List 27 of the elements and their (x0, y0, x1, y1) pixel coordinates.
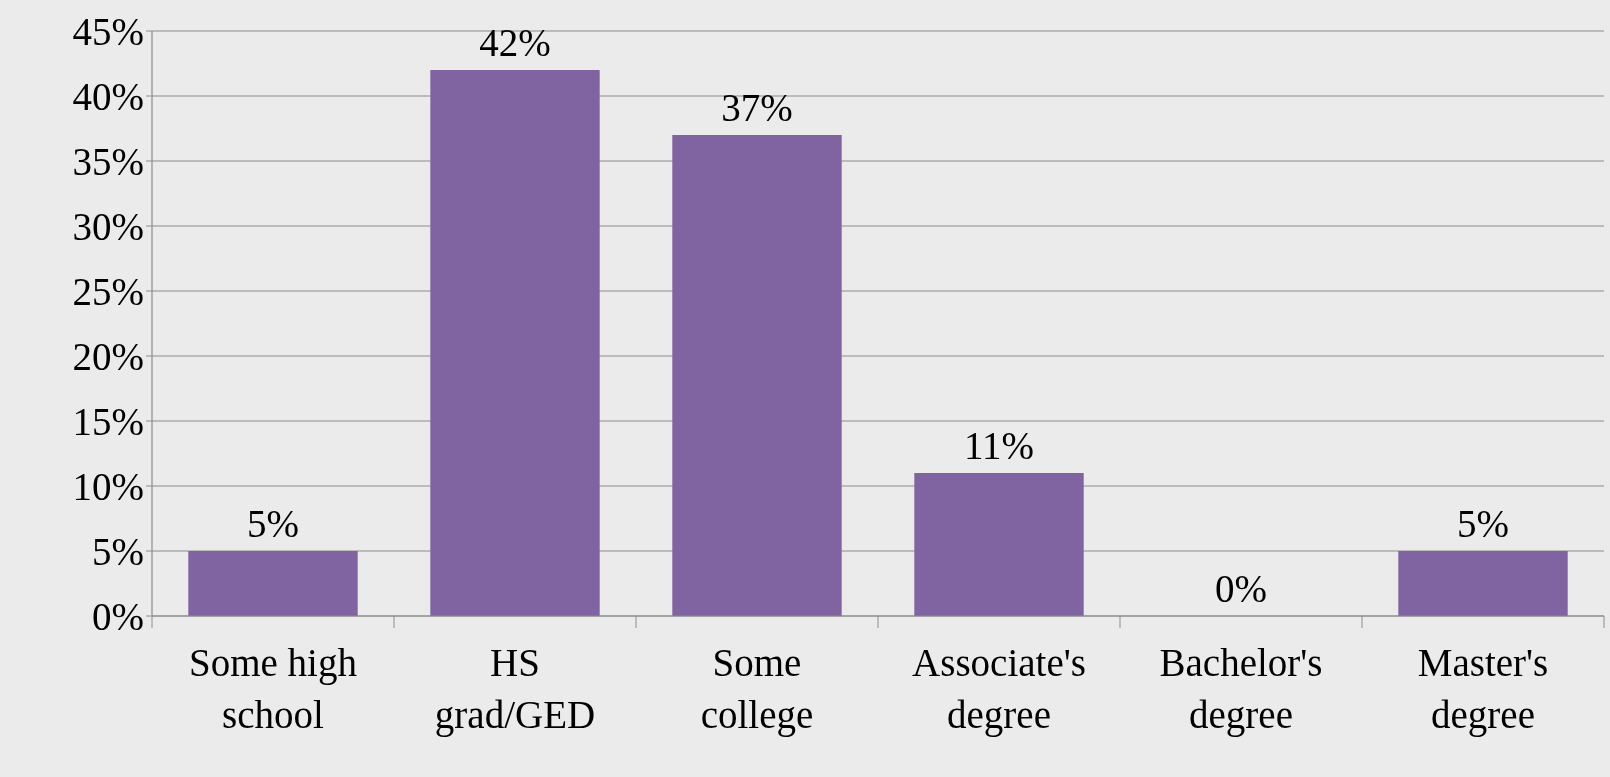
y-tick-label: 30% (72, 204, 144, 248)
x-tick-label: Master's degree (1417, 641, 1549, 737)
bar (914, 473, 1084, 616)
y-tick-label: 5% (92, 529, 144, 573)
data-label: 5% (1457, 502, 1509, 545)
x-tick-label: Bachelor's degree (1159, 641, 1323, 737)
x-tick-label: Some college (700, 641, 814, 737)
y-tick-label: 15% (72, 399, 144, 443)
bar (188, 551, 358, 616)
y-tick-label: 35% (72, 139, 144, 183)
y-tick-label: 20% (72, 334, 144, 378)
x-tick-label: HS grad/GED (434, 641, 596, 737)
bar (430, 70, 600, 616)
y-tick-label: 25% (72, 269, 144, 313)
y-tick-label: 0% (92, 594, 144, 638)
bar (1398, 551, 1568, 616)
x-tick-label: Some high school (189, 641, 357, 736)
data-label: 37% (721, 86, 793, 129)
y-tick-label: 10% (72, 464, 144, 508)
y-tick-label: 40% (72, 74, 144, 118)
y-tick-label: 45% (72, 9, 144, 53)
data-label: 11% (963, 424, 1035, 467)
data-label: 42% (479, 21, 551, 64)
bar (672, 135, 842, 616)
data-label: 5% (247, 502, 299, 545)
x-tick-label: Associate's degree (912, 641, 1086, 737)
data-label: 0% (1215, 567, 1267, 610)
